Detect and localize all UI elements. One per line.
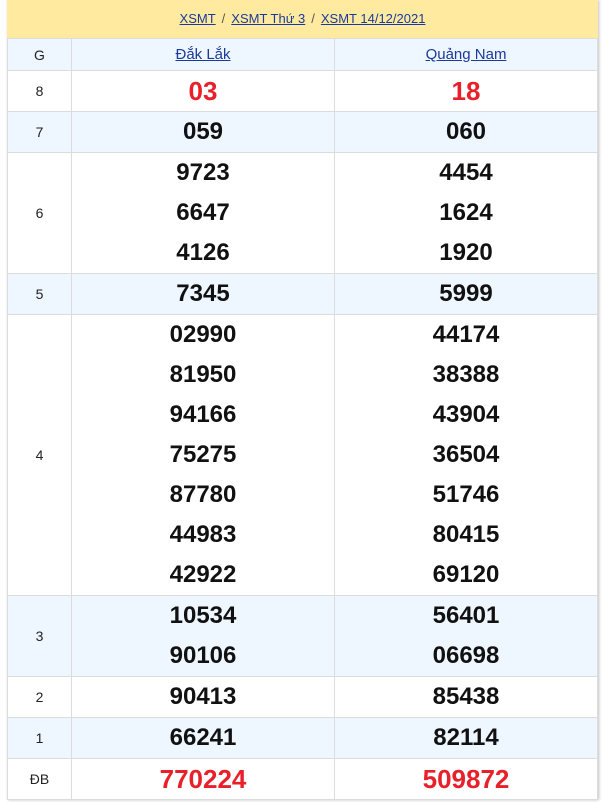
prize-numbers: 9723 6647 4126	[71, 152, 335, 274]
prize-numbers: 5999	[334, 273, 598, 315]
breadcrumb-xsmt[interactable]: XSMT	[179, 11, 216, 26]
prize-numbers: 509872	[334, 758, 598, 800]
prize-number: 4126	[176, 239, 230, 266]
prize-row: 7 059 060	[7, 111, 598, 153]
prize-label: ĐB	[7, 758, 72, 800]
prize-row: 6 9723 6647 4126 4454 1624 1920	[7, 152, 598, 274]
prize-numbers: 66241	[71, 717, 335, 759]
prize-numbers: 10534 90106	[71, 595, 335, 677]
prize-number: 059	[182, 118, 224, 145]
prize-label: 2	[7, 676, 72, 718]
province-link-dak-lak[interactable]: Đắk Lắk	[175, 46, 231, 63]
prize-number: 06698	[432, 642, 500, 669]
prize-numbers: 18	[334, 70, 598, 112]
province-link-quang-nam[interactable]: Quảng Nam	[425, 46, 507, 63]
prize-number: 90413	[169, 683, 237, 710]
prize-number: 02990	[169, 321, 237, 348]
prize-numbers: 03	[71, 70, 335, 112]
prize-label: 6	[7, 152, 72, 274]
breadcrumb: XSMT / XSMT Thứ 3 / XSMT 14/12/2021	[7, 0, 598, 38]
prize-number: 6647	[176, 199, 230, 226]
prize-number: 82114	[433, 724, 499, 751]
prize-number: 90106	[169, 642, 237, 669]
prize-numbers: 770224	[71, 758, 335, 800]
prize-number: 85438	[432, 683, 500, 710]
prize-row: ĐB 770224 509872	[7, 758, 598, 800]
prize-number: 42922	[169, 561, 237, 588]
prize-label: 5	[7, 273, 72, 315]
prize-numbers: 060	[334, 111, 598, 153]
prize-number: 80415	[432, 521, 500, 548]
results-panel: XSMT / XSMT Thứ 3 / XSMT 14/12/2021 G Đắk Lắ…	[7, 0, 598, 800]
prize-number: 7345	[176, 280, 230, 307]
prize-number: 36504	[432, 441, 500, 468]
prize-number: 9723	[176, 159, 230, 186]
results-table: G Đắk Lắk Quảng Nam 8 03 18 7 059 060 6 9723 664…	[7, 38, 598, 800]
prize-numbers: 7345	[71, 273, 335, 315]
prize-label: 8	[7, 70, 72, 112]
prize-numbers: 85438	[334, 676, 598, 718]
province-header: Quảng Nam	[334, 38, 598, 71]
prize-row: 2 90413 85438	[7, 676, 598, 718]
prize-number: 44983	[169, 521, 237, 548]
prize-number: 060	[445, 118, 487, 145]
prize-row: 1 66241 82114	[7, 717, 598, 759]
prize-numbers: 90413	[71, 676, 335, 718]
prize-number: 03	[188, 76, 218, 106]
prize-row: 8 03 18	[7, 70, 598, 112]
prize-numbers: 02990 81950 94166 75275 87780 44983 42922	[71, 314, 335, 596]
prize-numbers: 4454 1624 1920	[334, 152, 598, 274]
prize-number: 5999	[439, 280, 493, 307]
prize-row: 3 10534 90106 56401 06698	[7, 595, 598, 677]
prize-number: 1920	[439, 239, 493, 266]
prize-number: 4454	[439, 159, 493, 186]
prize-number: 10534	[169, 602, 237, 629]
prize-number: 94166	[169, 401, 237, 428]
prize-number: 75275	[169, 441, 237, 468]
prize-row: 5 7345 5999	[7, 273, 598, 315]
prize-number: 770224	[159, 764, 247, 794]
prize-number: 69120	[432, 561, 500, 588]
prize-numbers: 44174 38388 43904 36504 51746 80415 69120	[334, 314, 598, 596]
breadcrumb-separator: /	[221, 11, 226, 26]
prize-row: 4 02990 81950 94166 75275 87780 44983 42922 4417…	[7, 314, 598, 596]
prize-number: 56401	[432, 602, 500, 629]
breadcrumb-separator: /	[311, 11, 315, 26]
prize-label: 3	[7, 595, 72, 677]
breadcrumb-xsmt-date[interactable]: XSMT 14/12/2021	[320, 11, 426, 26]
prize-number: 66241	[169, 724, 237, 751]
prize-numbers: 56401 06698	[334, 595, 598, 677]
prize-numbers: 059	[71, 111, 335, 153]
prize-number: 18	[451, 76, 481, 106]
prize-label: 4	[7, 314, 72, 596]
prize-column-header: G	[7, 38, 72, 71]
province-header: Đắk Lắk	[71, 38, 335, 71]
prize-label: 7	[7, 111, 72, 153]
prize-number: 38388	[432, 361, 500, 388]
prize-number: 1624	[439, 199, 493, 226]
prize-number: 51746	[432, 481, 500, 508]
prize-number: 509872	[422, 764, 510, 794]
prize-label: 1	[7, 717, 72, 759]
prize-number: 43904	[432, 401, 500, 428]
prize-number: 81950	[169, 361, 237, 388]
breadcrumb-xsmt-weekday[interactable]: XSMT Thứ 3	[231, 11, 306, 26]
prize-number: 44174	[432, 321, 500, 348]
prize-numbers: 82114	[334, 717, 598, 759]
prize-number: 87780	[169, 481, 237, 508]
